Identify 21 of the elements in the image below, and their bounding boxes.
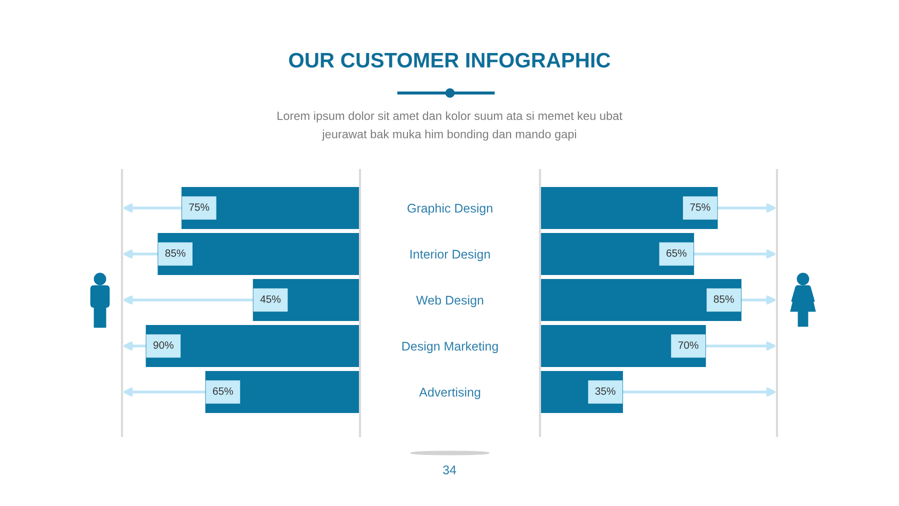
data-label: 85% — [714, 295, 734, 303]
text: 34 — [443, 466, 456, 474]
data-label: 70% — [678, 341, 698, 349]
data-label: 85% — [165, 249, 186, 257]
y-tick-label: Interior Design — [410, 249, 490, 262]
y-tick-label: Graphic Design — [408, 203, 492, 216]
bar — [158, 233, 360, 275]
data-label: 75% — [690, 203, 710, 211]
y-tick-label: Web Design — [416, 295, 484, 308]
data-label: 90% — [153, 341, 174, 349]
text: OUR CUSTOMER INFOGRAPHIC — [289, 52, 610, 68]
y-tick-label: Design Marketing — [402, 341, 498, 354]
data-label: 75% — [189, 203, 210, 211]
y-tick-label: Advertising — [419, 387, 480, 400]
bar — [146, 325, 360, 367]
data-label: 45% — [260, 295, 281, 303]
data-label: 65% — [213, 387, 233, 395]
text: Lorem ipsum dolor sit amet dan kolor suum ata si memet keu ubat jeurawat bak muka him bonding dan mando gapi — [278, 111, 622, 141]
bar — [540, 279, 742, 321]
data-label: 65% — [666, 249, 686, 257]
data-label: 35% — [595, 387, 616, 395]
